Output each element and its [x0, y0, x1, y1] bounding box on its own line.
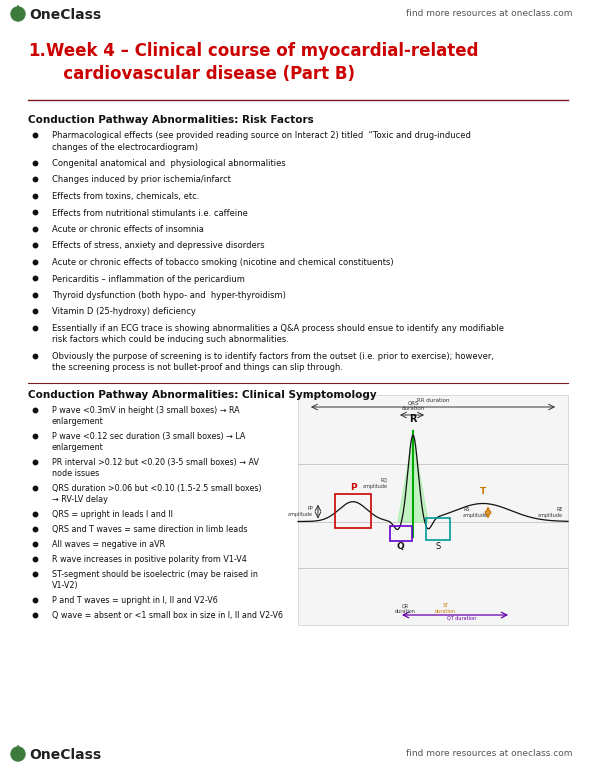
Bar — [335, 494, 371, 527]
Text: risk factors which could be inducing such abnormalities.: risk factors which could be inducing suc… — [52, 336, 289, 344]
Text: Vitamin D (25-hydroxy) deficiency: Vitamin D (25-hydroxy) deficiency — [52, 307, 196, 316]
Text: Q wave = absent or <1 small box in size in I, II and V2-V6: Q wave = absent or <1 small box in size … — [52, 611, 283, 620]
Bar — [298, 395, 568, 625]
Text: Conduction Pathway Abnormalities: Clinical Symptomology: Conduction Pathway Abnormalities: Clinic… — [28, 390, 377, 400]
Text: Effects from toxins, chemicals, etc.: Effects from toxins, chemicals, etc. — [52, 192, 199, 201]
Text: Effects of stress, anxiety and depressive disorders: Effects of stress, anxiety and depressiv… — [52, 242, 265, 250]
Text: Pericarditis – inflammation of the pericardium: Pericarditis – inflammation of the peric… — [52, 274, 245, 283]
Text: QT duration: QT duration — [447, 616, 477, 621]
Text: enlargement: enlargement — [52, 417, 104, 426]
Text: enlargement: enlargement — [52, 443, 104, 452]
Text: RR duration: RR duration — [416, 398, 449, 403]
Text: QRS and T waves = same direction in limb leads: QRS and T waves = same direction in limb… — [52, 525, 248, 534]
Text: S: S — [436, 542, 441, 551]
Text: Conduction Pathway Abnormalities: Risk Factors: Conduction Pathway Abnormalities: Risk F… — [28, 115, 314, 125]
Text: QRS duration >0.06 but <0.10 (1.5-2.5 small boxes): QRS duration >0.06 but <0.10 (1.5-2.5 sm… — [52, 484, 262, 493]
Text: T: T — [480, 487, 486, 496]
Text: Essentially if an ECG trace is showing abnormalities a Q&A process should ensue : Essentially if an ECG trace is showing a… — [52, 324, 504, 333]
Text: Pharmacological effects (see provided reading source on Interact 2) titled  “Tox: Pharmacological effects (see provided re… — [52, 131, 471, 140]
Text: ST-segment should be isoelectric (may be raised in: ST-segment should be isoelectric (may be… — [52, 570, 258, 579]
Text: PR interval >0.12 but <0.20 (3-5 small boxes) → AV: PR interval >0.12 but <0.20 (3-5 small b… — [52, 458, 259, 467]
Text: R wave increases in positive polarity from V1-V4: R wave increases in positive polarity fr… — [52, 555, 247, 564]
Text: V1-V2): V1-V2) — [52, 581, 79, 590]
Bar — [390, 525, 412, 541]
Text: Acute or chronic effects of tobacco smoking (nicotine and chemical constituents): Acute or chronic effects of tobacco smok… — [52, 258, 394, 267]
Text: → RV-LV delay: → RV-LV delay — [52, 495, 108, 504]
Text: Acute or chronic effects of insomnia: Acute or chronic effects of insomnia — [52, 225, 204, 234]
Text: find more resources at oneclass.com: find more resources at oneclass.com — [406, 9, 572, 18]
Text: Changes induced by prior ischemia/infarct: Changes induced by prior ischemia/infarc… — [52, 176, 231, 185]
Circle shape — [11, 747, 25, 761]
Text: QR
duration: QR duration — [395, 603, 416, 614]
Text: Obviously the purpose of screening is to identify factors from the outset (i.e. : Obviously the purpose of screening is to… — [52, 352, 494, 361]
Text: OneClass: OneClass — [29, 8, 101, 22]
Circle shape — [11, 7, 25, 21]
Text: Effects from nutritional stimulants i.e. caffeine: Effects from nutritional stimulants i.e.… — [52, 209, 248, 217]
Text: QRS
duration: QRS duration — [402, 400, 425, 411]
Text: the screening process is not bullet-proof and things can slip through.: the screening process is not bullet-proo… — [52, 363, 343, 373]
Text: RQ
amplitude: RQ amplitude — [363, 478, 388, 489]
Text: changes of the electrocardiogram): changes of the electrocardiogram) — [52, 142, 198, 152]
Text: ST
duration: ST duration — [435, 603, 456, 614]
Polygon shape — [398, 436, 428, 521]
Text: 1.: 1. — [28, 42, 46, 60]
Text: P wave <0.3mV in height (3 small boxes) → RA: P wave <0.3mV in height (3 small boxes) … — [52, 406, 240, 415]
Text: Thyroid dysfunction (both hypo- and  hyper-thyroidism): Thyroid dysfunction (both hypo- and hype… — [52, 291, 286, 300]
Text: PP
amplitude: PP amplitude — [288, 506, 313, 517]
Text: RS
amplitude: RS amplitude — [463, 507, 488, 518]
Text: RE
amplitude: RE amplitude — [538, 507, 563, 518]
Text: P and T waves = upright in I, II and V2-V6: P and T waves = upright in I, II and V2-… — [52, 596, 218, 605]
Text: P: P — [350, 483, 356, 492]
Text: node issues: node issues — [52, 469, 99, 478]
Bar — [426, 517, 450, 541]
Text: find more resources at oneclass.com: find more resources at oneclass.com — [406, 749, 572, 758]
Text: QRS = upright in leads I and II: QRS = upright in leads I and II — [52, 510, 173, 519]
Text: Congenital anatomical and  physiological abnormalities: Congenital anatomical and physiological … — [52, 159, 286, 168]
Text: OneClass: OneClass — [29, 748, 101, 762]
Text: P wave <0.12 sec duration (3 small boxes) → LA: P wave <0.12 sec duration (3 small boxes… — [52, 432, 245, 441]
Text: Week 4 – Clinical course of myocardial-related
   cardiovascular disease (Part B: Week 4 – Clinical course of myocardial-r… — [46, 42, 478, 83]
Text: Q: Q — [396, 543, 404, 551]
Text: All waves = negative in aVR: All waves = negative in aVR — [52, 540, 165, 549]
Text: R: R — [409, 414, 416, 424]
